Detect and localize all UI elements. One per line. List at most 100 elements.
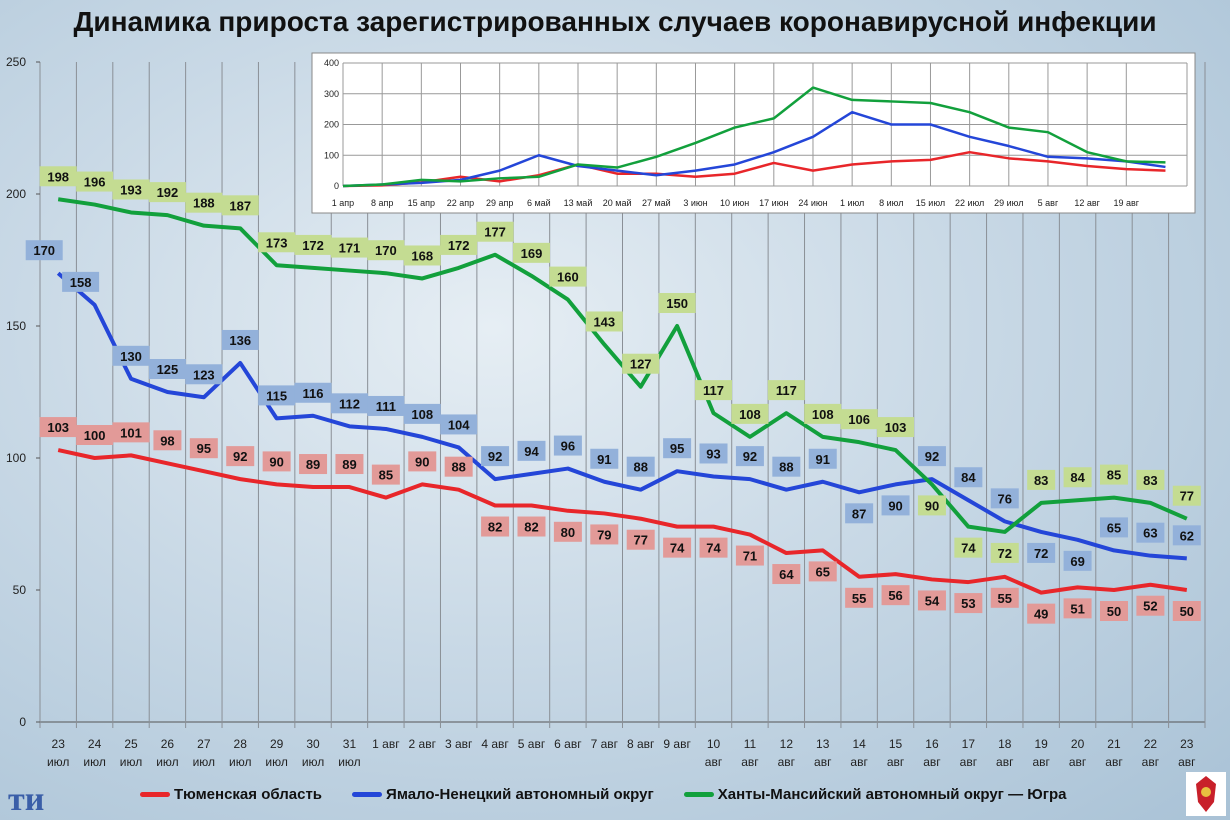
data-label: 51 xyxy=(1070,601,1084,616)
data-label: 143 xyxy=(593,314,615,329)
inset-x-tick-label: 19 авг xyxy=(1113,198,1139,208)
data-label: 172 xyxy=(448,238,470,253)
data-label-box xyxy=(189,438,218,459)
data-label-box xyxy=(917,446,946,467)
x-tick-label: авг xyxy=(1142,755,1160,769)
data-label: 54 xyxy=(925,593,940,608)
y-tick-label: 50 xyxy=(13,583,27,597)
data-label-box xyxy=(440,414,478,435)
data-label-box xyxy=(731,403,769,424)
x-tick-label: июл xyxy=(193,755,215,769)
data-label: 130 xyxy=(120,349,142,364)
data-label: 170 xyxy=(375,243,397,258)
data-label: 90 xyxy=(415,454,429,469)
data-label-box xyxy=(112,422,150,443)
x-tick-label: 13 xyxy=(816,737,830,751)
data-label-box xyxy=(112,179,150,200)
x-tick-label: 3 авг xyxy=(445,737,473,751)
data-label: 108 xyxy=(739,407,761,422)
data-label: 55 xyxy=(998,591,1012,606)
x-tick-label: авг xyxy=(1069,755,1087,769)
data-label-box xyxy=(954,593,983,614)
data-label-box xyxy=(481,516,510,537)
data-label: 177 xyxy=(484,225,506,240)
data-label: 103 xyxy=(885,420,907,435)
x-tick-label: авг xyxy=(741,755,759,769)
inset-x-tick-label: 29 июл xyxy=(994,198,1023,208)
data-label-box xyxy=(585,311,623,332)
x-tick-label: 21 xyxy=(1107,737,1121,751)
data-label: 88 xyxy=(779,460,793,475)
data-label: 72 xyxy=(998,546,1012,561)
x-tick-label: 14 xyxy=(852,737,866,751)
data-label: 74 xyxy=(670,541,685,556)
data-label: 69 xyxy=(1070,554,1084,569)
data-label: 88 xyxy=(633,460,647,475)
data-label: 198 xyxy=(47,169,69,184)
inset-y-tick-label: 0 xyxy=(334,181,339,191)
data-label-box xyxy=(1136,522,1165,543)
x-tick-label: 15 xyxy=(889,737,903,751)
data-label-box xyxy=(330,237,368,258)
inset-x-tick-label: 12 авг xyxy=(1074,198,1100,208)
x-tick-label: 17 xyxy=(962,737,976,751)
data-label-box xyxy=(1099,601,1128,621)
data-label-box xyxy=(840,409,878,430)
data-label-box xyxy=(440,234,478,255)
data-label: 170 xyxy=(33,243,55,258)
data-label-box xyxy=(39,166,77,187)
data-label-box xyxy=(881,495,910,516)
data-label-box xyxy=(221,195,259,216)
data-label: 64 xyxy=(779,567,794,582)
x-tick-label: июл xyxy=(265,755,287,769)
data-label-box xyxy=(699,443,728,464)
data-label-box xyxy=(804,403,842,424)
data-label-box xyxy=(481,446,510,467)
x-tick-label: авг xyxy=(850,755,868,769)
data-label: 116 xyxy=(303,386,324,401)
data-label-box xyxy=(877,417,915,438)
data-label: 89 xyxy=(306,457,320,472)
data-label: 92 xyxy=(925,449,939,464)
data-label: 171 xyxy=(339,241,361,256)
data-label-box xyxy=(917,495,946,516)
data-label: 188 xyxy=(193,196,215,211)
data-label: 80 xyxy=(561,525,575,540)
y-tick-label: 250 xyxy=(6,55,26,69)
data-label-box xyxy=(39,417,77,438)
data-label-box xyxy=(25,240,63,261)
data-label: 192 xyxy=(157,185,179,200)
x-tick-label: 18 xyxy=(998,737,1012,751)
data-label: 89 xyxy=(342,457,356,472)
data-label: 62 xyxy=(1180,528,1194,543)
data-label: 83 xyxy=(1143,473,1157,488)
x-tick-label: 23 xyxy=(1180,737,1194,751)
data-label: 76 xyxy=(998,491,1012,506)
data-label-box xyxy=(990,587,1019,608)
svg-text:ти: ти xyxy=(8,781,44,818)
x-tick-label: 5 авг xyxy=(518,737,546,751)
x-tick-label: 31 xyxy=(343,737,357,751)
data-label: 196 xyxy=(84,175,106,190)
x-tick-label: 23 xyxy=(52,737,66,751)
x-tick-label: 10 xyxy=(707,737,721,751)
data-label-box xyxy=(590,448,619,469)
x-tick-label: июл xyxy=(156,755,178,769)
x-tick-label: авг xyxy=(960,755,978,769)
data-label: 85 xyxy=(1107,468,1121,483)
x-tick-label: авг xyxy=(778,755,796,769)
data-label-box xyxy=(549,266,587,287)
x-tick-label: июл xyxy=(229,755,251,769)
data-label: 90 xyxy=(888,498,902,513)
data-label-box xyxy=(1027,603,1056,624)
data-label: 108 xyxy=(812,407,834,422)
data-label-box xyxy=(772,456,801,477)
data-label-box xyxy=(845,587,874,608)
data-label: 172 xyxy=(302,238,324,253)
data-label-box xyxy=(1027,542,1056,563)
inset-x-tick-label: 8 апр xyxy=(371,198,393,208)
y-tick-label: 150 xyxy=(6,319,26,333)
data-label-box xyxy=(881,585,910,606)
data-label: 117 xyxy=(776,383,797,398)
data-label-box xyxy=(663,537,692,558)
